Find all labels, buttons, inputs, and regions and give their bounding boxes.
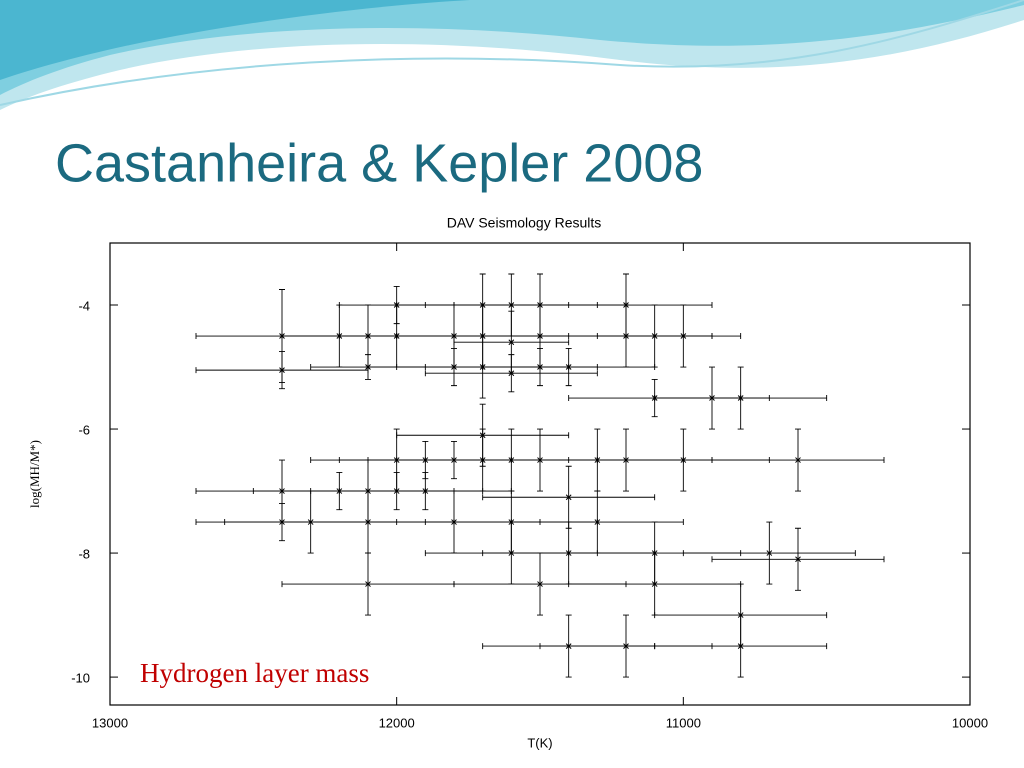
y-error-cap bbox=[623, 428, 629, 492]
chart: DAV Seismology Results T(K) log(MH/M*) H… bbox=[27, 215, 988, 751]
point bbox=[508, 370, 515, 377]
point bbox=[565, 364, 572, 370]
x-error-cap bbox=[539, 302, 713, 309]
y-error-cap bbox=[279, 503, 285, 542]
y-error-cap bbox=[336, 472, 343, 511]
y-error-cap bbox=[422, 472, 429, 511]
slide-title: Castanheira & Kepler 2008 bbox=[55, 133, 703, 193]
y-error-cap bbox=[737, 614, 744, 678]
point bbox=[537, 581, 543, 587]
y-error-cap bbox=[766, 521, 773, 585]
x-error-cap bbox=[482, 494, 656, 501]
y-error-cap bbox=[651, 378, 658, 418]
point bbox=[623, 643, 629, 649]
point bbox=[737, 643, 744, 649]
y-error-cap bbox=[737, 366, 744, 430]
x-error-cap bbox=[654, 395, 828, 402]
point bbox=[795, 457, 801, 463]
annotation: Hydrogen layer mass bbox=[140, 658, 369, 688]
y-error-cap bbox=[365, 354, 371, 380]
y-error-cap bbox=[623, 304, 629, 368]
y-error-cap bbox=[623, 614, 629, 678]
point bbox=[365, 581, 371, 587]
y-tick-label: -6 bbox=[78, 422, 90, 437]
y-tick-label: -10 bbox=[71, 671, 90, 686]
point bbox=[680, 333, 687, 339]
chart-title: DAV Seismology Results bbox=[447, 215, 602, 231]
y-error-cap bbox=[795, 527, 801, 591]
x-error-cap bbox=[424, 370, 598, 377]
x-error-cap bbox=[396, 432, 570, 439]
point bbox=[594, 519, 601, 525]
y-error-cap bbox=[451, 440, 457, 480]
y-error-cap bbox=[651, 304, 658, 368]
y-error-cap bbox=[795, 428, 801, 492]
y-error-cap bbox=[680, 304, 687, 368]
plot-frame bbox=[109, 242, 971, 706]
x-tick-label: 11000 bbox=[666, 715, 701, 730]
x-error-cap bbox=[682, 550, 856, 557]
y-tick-label: -8 bbox=[78, 547, 90, 562]
y-error-cap bbox=[709, 366, 715, 430]
point bbox=[565, 494, 572, 501]
x-tick-label: 12000 bbox=[379, 715, 415, 730]
y-axis-label: log(MH/M*) bbox=[27, 440, 42, 508]
y-error-cap bbox=[565, 614, 572, 678]
y-error-cap bbox=[451, 347, 457, 387]
y-error-cap bbox=[393, 472, 400, 511]
point bbox=[508, 339, 515, 346]
x-tick-label: 13000 bbox=[92, 715, 128, 730]
point bbox=[795, 556, 801, 563]
x-error-cap bbox=[711, 556, 885, 563]
header-wave bbox=[0, 0, 1024, 110]
y-tick-label: -4 bbox=[78, 298, 90, 313]
x-error-cap bbox=[625, 333, 742, 340]
y-error-cap bbox=[537, 347, 543, 387]
x-tick-label: 10000 bbox=[952, 715, 988, 730]
point bbox=[680, 457, 687, 463]
point bbox=[737, 395, 744, 401]
y-error-cap bbox=[537, 428, 543, 492]
y-error-cap bbox=[508, 354, 515, 393]
x-error-cap bbox=[654, 612, 828, 619]
point bbox=[422, 488, 429, 494]
point bbox=[279, 367, 285, 373]
point bbox=[766, 550, 773, 556]
y-error-cap bbox=[479, 428, 486, 492]
point bbox=[651, 581, 658, 587]
x-error-cap bbox=[453, 339, 570, 346]
x-error-cap bbox=[711, 457, 885, 464]
y-error-cap bbox=[680, 428, 687, 492]
y-error-cap bbox=[279, 351, 285, 390]
x-axis-label: T(K) bbox=[527, 735, 552, 750]
y-error-cap bbox=[365, 552, 371, 616]
y-error-cap bbox=[565, 347, 572, 387]
x-error-cap bbox=[654, 643, 828, 650]
x-error-cap bbox=[510, 519, 684, 526]
